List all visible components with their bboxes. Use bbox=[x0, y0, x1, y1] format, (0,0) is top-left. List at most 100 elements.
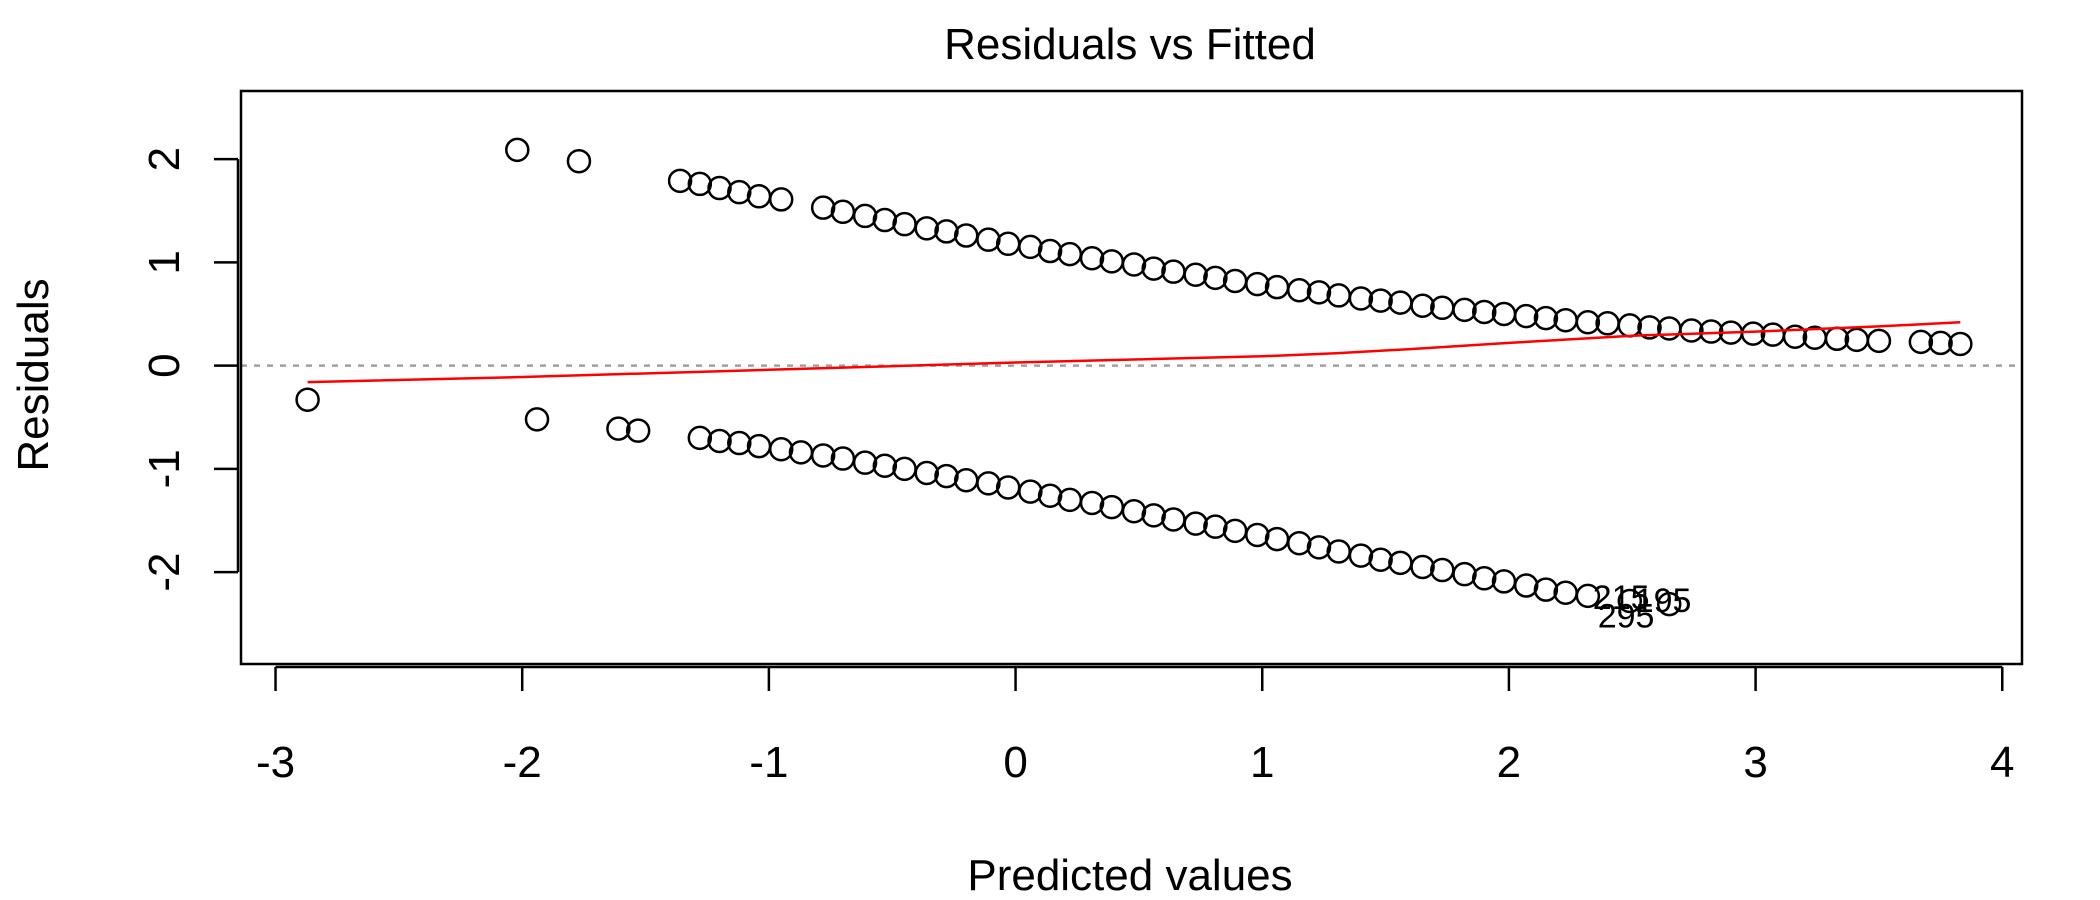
residual-point bbox=[524, 407, 550, 432]
residual-point bbox=[1203, 514, 1228, 539]
point-label: 295 bbox=[1598, 597, 1655, 635]
residual-point bbox=[1513, 573, 1539, 598]
x-axis-label: Predicted values bbox=[967, 851, 1292, 900]
x-tick-label: -2 bbox=[503, 738, 542, 787]
residual-point bbox=[1908, 329, 1934, 355]
residual-point bbox=[1866, 328, 1892, 354]
residual-point bbox=[667, 168, 693, 194]
residual-point bbox=[1018, 479, 1043, 504]
residual-point bbox=[746, 184, 772, 209]
residual-point bbox=[1037, 238, 1063, 264]
residual-point bbox=[1079, 246, 1105, 271]
residual-point bbox=[934, 219, 959, 244]
residual-point bbox=[1306, 535, 1332, 560]
residual-point bbox=[1452, 561, 1477, 587]
residual-point bbox=[1161, 507, 1186, 532]
residual-point bbox=[1264, 274, 1290, 300]
residual-point bbox=[976, 471, 1001, 496]
residual-point bbox=[1326, 539, 1351, 564]
residual-point bbox=[1617, 588, 1643, 614]
residual-point bbox=[746, 433, 772, 459]
residual-point bbox=[727, 179, 752, 205]
residual-point bbox=[1575, 310, 1601, 335]
residual-point bbox=[892, 211, 917, 237]
residual-point bbox=[1533, 577, 1559, 602]
residual-point bbox=[1037, 483, 1063, 508]
residual-point bbox=[1553, 580, 1578, 606]
residual-point bbox=[914, 216, 940, 241]
residual-point bbox=[1057, 241, 1083, 267]
y-tick-label: -1 bbox=[140, 449, 189, 488]
point-label: 195 bbox=[1635, 582, 1692, 620]
y-tick-label: 0 bbox=[140, 353, 189, 377]
residual-point bbox=[1099, 494, 1125, 520]
residual-point bbox=[1203, 265, 1228, 291]
residual-point bbox=[1264, 526, 1290, 552]
residual-point bbox=[788, 440, 814, 465]
x-tick-label: -1 bbox=[749, 738, 788, 787]
residual-point bbox=[1183, 511, 1208, 536]
residual-point bbox=[1222, 518, 1248, 544]
residual-point bbox=[1183, 262, 1208, 288]
residual-point bbox=[852, 203, 878, 229]
point-label: 215 bbox=[1593, 579, 1650, 617]
x-tick-label: 1 bbox=[1250, 738, 1274, 787]
residual-point bbox=[1161, 259, 1186, 284]
residual-point bbox=[1079, 490, 1105, 516]
x-tick-label: 0 bbox=[1003, 738, 1027, 787]
x-tick-label: 4 bbox=[1990, 738, 2014, 787]
residual-point bbox=[995, 475, 1021, 500]
y-tick-label: 2 bbox=[140, 147, 189, 171]
residual-point bbox=[1368, 547, 1393, 572]
residual-point bbox=[1513, 303, 1539, 329]
residual-point bbox=[892, 456, 917, 482]
residual-point bbox=[1637, 315, 1662, 340]
residual-point bbox=[1740, 321, 1766, 346]
residual-point bbox=[1018, 234, 1043, 260]
residual-point bbox=[1368, 288, 1393, 313]
residual-point bbox=[1306, 280, 1332, 305]
residual-point bbox=[768, 437, 794, 462]
residual-point bbox=[687, 425, 713, 451]
residual-point bbox=[1471, 566, 1497, 591]
y-axis-label: Residuals bbox=[9, 278, 58, 471]
residual-point bbox=[976, 227, 1001, 252]
residual-point bbox=[1471, 299, 1497, 325]
residual-point bbox=[1245, 522, 1270, 548]
residual-point bbox=[1533, 305, 1559, 331]
smooth-line bbox=[307, 321, 1961, 384]
residual-point bbox=[707, 175, 732, 201]
residual-point bbox=[934, 463, 959, 489]
residual-point bbox=[872, 453, 898, 479]
residual-point bbox=[295, 387, 320, 412]
residual-point bbox=[1430, 557, 1455, 583]
residual-point bbox=[1452, 297, 1477, 323]
x-tick-label: 3 bbox=[1743, 738, 1767, 787]
residual-point bbox=[687, 171, 713, 197]
x-tick-label: -3 bbox=[256, 738, 295, 787]
residual-point bbox=[830, 446, 856, 471]
residual-point bbox=[830, 199, 856, 225]
residual-point bbox=[995, 231, 1021, 257]
y-tick-label: -2 bbox=[140, 553, 189, 592]
y-tick-label: 1 bbox=[140, 250, 189, 274]
residual-point bbox=[1491, 569, 1517, 594]
residual-point bbox=[953, 467, 979, 493]
residual-point bbox=[768, 187, 794, 212]
residual-point bbox=[953, 223, 979, 248]
residual-point bbox=[1348, 543, 1374, 568]
residual-point bbox=[1141, 256, 1166, 281]
x-tick-label: 2 bbox=[1497, 738, 1521, 787]
residual-point bbox=[606, 416, 631, 441]
residual-point bbox=[1099, 249, 1125, 274]
chart-title: Residuals vs Fitted bbox=[944, 20, 1316, 69]
residual-point bbox=[505, 137, 530, 163]
residual-point bbox=[707, 428, 732, 454]
residual-point bbox=[1410, 554, 1435, 580]
residual-point bbox=[727, 430, 752, 456]
residual-point bbox=[1575, 583, 1601, 609]
residual-point bbox=[1782, 324, 1808, 349]
residual-point bbox=[852, 450, 878, 475]
